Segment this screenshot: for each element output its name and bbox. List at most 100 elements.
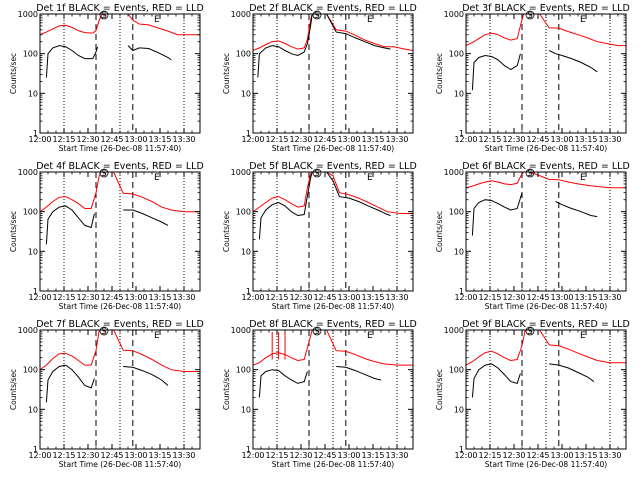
lld-series-line: [40, 172, 200, 213]
x-tick-label: 12:00: [241, 293, 264, 302]
y-tick-label: 1: [246, 129, 251, 138]
x-axis-label: Start Time (26-Dec-08 11:57:40): [272, 460, 394, 469]
y-tick-label: 1000: [231, 168, 251, 177]
e-marker-label: E: [154, 331, 160, 341]
panel-det-8: Det 8f BLACK = Events, RED = LLDSE110100…: [222, 319, 417, 469]
x-tick-label: 12:00: [28, 451, 51, 460]
x-tick-label: 12:45: [526, 451, 549, 460]
x-axis-label: Start Time (26-Dec-08 11:57:40): [485, 144, 607, 153]
x-tick-label: 13:30: [598, 135, 621, 144]
y-tick-label: 1: [246, 445, 251, 454]
x-tick-label: 12:00: [28, 135, 51, 144]
s-marker-circle: [312, 10, 322, 20]
x-axis-label: Start Time (26-Dec-08 11:57:40): [59, 144, 181, 153]
events-series-line: [45, 205, 169, 245]
x-axis-label: Start Time (26-Dec-08 11:57:40): [59, 302, 181, 311]
s-marker-circle: [525, 326, 535, 336]
x-tick-label: 12:15: [265, 135, 288, 144]
y-tick-label: 1000: [444, 168, 464, 177]
lld-series-line: [253, 172, 413, 214]
y-tick-label: 1: [459, 129, 464, 138]
y-tick-label: 100: [449, 208, 464, 217]
y-tick-label: 1: [33, 445, 38, 454]
x-tick-label: 12:00: [28, 293, 51, 302]
e-marker-label: E: [580, 331, 586, 341]
events-series-line: [45, 364, 169, 403]
y-tick-label: 1000: [231, 10, 251, 19]
panel-title: Det 6f BLACK = Events, RED = LLD: [462, 161, 630, 172]
plot-frame: [39, 171, 201, 292]
x-tick-label: 13:15: [574, 451, 597, 460]
y-axis-label: Counts/sec: [9, 369, 18, 410]
y-tick-label: 100: [23, 366, 38, 375]
y-tick-label: 1000: [18, 10, 38, 19]
y-axis-label: Counts/sec: [222, 211, 231, 252]
e-marker-label: E: [367, 331, 373, 341]
events-series-line: [257, 14, 391, 78]
x-tick-label: 13:30: [172, 135, 195, 144]
y-tick-label: 1: [33, 129, 38, 138]
x-tick-label: 13:15: [361, 451, 384, 460]
s-marker-circle: [99, 168, 109, 178]
y-axis-label: Counts/sec: [9, 211, 18, 252]
x-tick-label: 12:45: [100, 135, 123, 144]
x-tick-label: 13:00: [337, 135, 360, 144]
x-tick-label: 12:45: [100, 451, 123, 460]
x-tick-label: 12:15: [478, 135, 501, 144]
x-tick-label: 13:00: [550, 451, 573, 460]
y-tick-label: 1000: [18, 168, 38, 177]
x-tick-label: 13:00: [337, 451, 360, 460]
y-tick-label: 100: [236, 366, 251, 375]
x-tick-label: 13:30: [385, 135, 408, 144]
y-tick-label: 10: [454, 405, 464, 414]
y-tick-label: 100: [236, 50, 251, 59]
events-series-line: [471, 192, 598, 236]
lld-series-line: [466, 330, 626, 366]
y-axis-label: Counts/sec: [9, 53, 18, 94]
lld-series-line: [40, 330, 200, 372]
plot-frame: [465, 171, 627, 292]
lld-series-line: [466, 14, 626, 47]
events-series-line: [471, 363, 595, 398]
y-axis-label: Counts/sec: [435, 369, 444, 410]
plot-frame: [465, 13, 627, 134]
x-tick-label: 12:30: [289, 451, 312, 460]
panel-title: Det 8f BLACK = Events, RED = LLD: [249, 319, 417, 330]
panel-title: Det 2f BLACK = Events, RED = LLD: [249, 3, 417, 14]
x-tick-label: 13:30: [385, 451, 408, 460]
x-tick-label: 12:00: [454, 135, 477, 144]
x-axis-label: Start Time (26-Dec-08 11:57:40): [272, 144, 394, 153]
s-marker-circle: [525, 10, 535, 20]
x-tick-label: 13:15: [148, 135, 171, 144]
s-marker-circle: [312, 168, 322, 178]
y-tick-label: 100: [23, 50, 38, 59]
x-tick-label: 12:45: [313, 135, 336, 144]
y-tick-label: 10: [28, 405, 38, 414]
panel-title: Det 5f BLACK = Events, RED = LLD: [249, 161, 417, 172]
panel-title: Det 9f BLACK = Events, RED = LLD: [462, 319, 630, 330]
events-series-line: [258, 366, 382, 398]
x-tick-label: 12:15: [52, 135, 75, 144]
panel-det-9: Det 9f BLACK = Events, RED = LLDSE110100…: [435, 319, 630, 469]
x-tick-label: 12:15: [52, 293, 75, 302]
x-tick-label: 13:15: [361, 293, 384, 302]
y-tick-label: 100: [449, 366, 464, 375]
x-tick-label: 13:00: [337, 293, 360, 302]
x-tick-label: 13:00: [124, 293, 147, 302]
y-tick-label: 100: [236, 208, 251, 217]
panel-det-1: Det 1f BLACK = Events, RED = LLDSE110100…: [9, 3, 204, 153]
panel-title: Det 3f BLACK = Events, RED = LLD: [462, 3, 630, 14]
x-tick-label: 12:15: [265, 293, 288, 302]
lld-series-line: [253, 330, 413, 366]
x-tick-label: 12:30: [76, 135, 99, 144]
x-tick-label: 13:00: [550, 293, 573, 302]
s-marker-circle: [312, 326, 322, 336]
events-series-line: [471, 50, 598, 91]
x-tick-label: 12:00: [241, 451, 264, 460]
panel-det-7: Det 7f BLACK = Events, RED = LLDSE110100…: [9, 319, 204, 469]
x-tick-label: 13:30: [385, 293, 408, 302]
y-tick-label: 10: [241, 89, 251, 98]
x-tick-label: 12:15: [478, 293, 501, 302]
e-marker-label: E: [367, 173, 373, 183]
panel-title: Det 1f BLACK = Events, RED = LLD: [36, 3, 204, 14]
